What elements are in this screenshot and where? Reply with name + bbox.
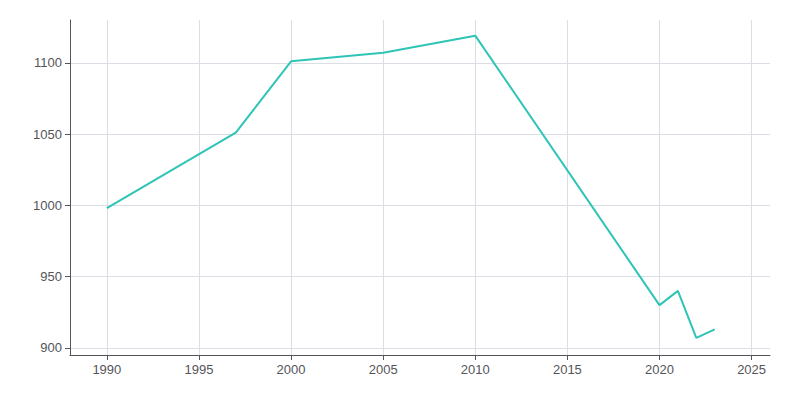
svg-text:1050: 1050	[33, 127, 62, 142]
svg-text:900: 900	[40, 340, 62, 355]
svg-text:1100: 1100	[34, 55, 62, 70]
svg-text:2020: 2020	[645, 362, 674, 377]
svg-text:2025: 2025	[737, 362, 766, 377]
svg-text:2010: 2010	[461, 362, 490, 377]
svg-text:1995: 1995	[184, 362, 213, 377]
svg-text:1000: 1000	[33, 198, 62, 213]
svg-text:1990: 1990	[92, 362, 121, 377]
svg-text:2015: 2015	[553, 362, 582, 377]
svg-text:950: 950	[40, 269, 62, 284]
svg-text:2000: 2000	[277, 362, 306, 377]
svg-text:2005: 2005	[369, 362, 398, 377]
